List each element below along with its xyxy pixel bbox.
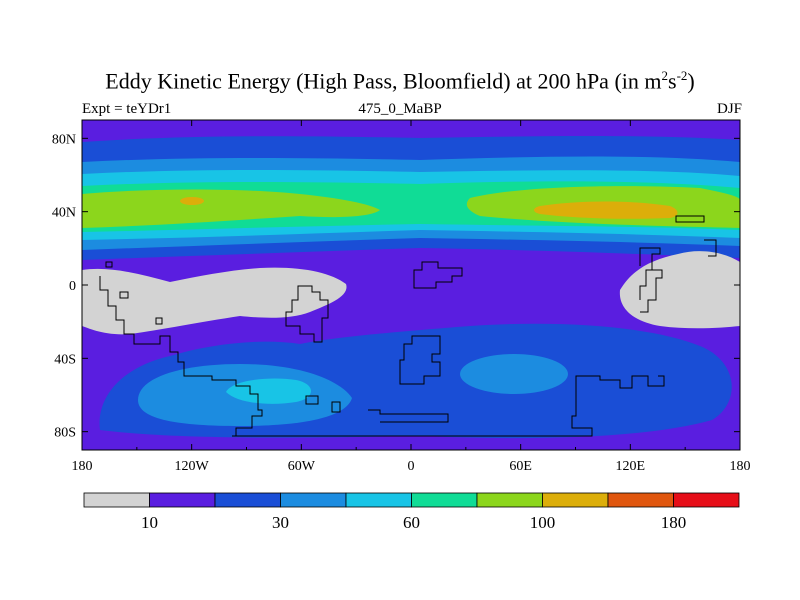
y-tick-label: 80S [54,426,76,441]
coastline-antarctic-peninsula [368,409,449,423]
x-tick-label: 60E [509,459,532,474]
x-tick-label: 180 [72,459,93,474]
colorbar-swatch [673,492,740,508]
colorbar-swatch [214,492,281,508]
colorbar-swatch [476,492,543,508]
coastline-americas [99,276,263,436]
colorbar-swatch [542,492,609,508]
colorbar-label: 10 [141,513,158,532]
experiment-label: Expt = teYDr1 [82,101,172,117]
x-tick-label: 0 [408,459,415,474]
coastline-island-1 [105,261,113,268]
x-tick-label: 120E [616,459,646,474]
colorbar-swatch [149,492,216,508]
contour-band-30-45-south-east [460,354,568,394]
contour-band-100-140-west [180,197,204,205]
colorbar-swatch [411,492,478,508]
x-tick-label: 120W [175,459,210,474]
y-axis: 80N 40N 0 40S 80S [52,132,740,441]
y-tick-label: 40N [52,206,76,221]
coastline-australia [580,375,665,389]
coastline-island-3 [155,317,163,325]
x-tick-label: 180 [730,459,751,474]
coastline-arabia-madagascar [399,335,441,385]
y-tick-label: 80N [52,132,76,147]
coastline-outlines [99,215,717,437]
y-tick-label: 0 [69,279,76,294]
contour-band-45-60-south [226,378,311,404]
colorbar-swatch [83,492,150,508]
chart-subtitle: 475_0_MaBP [358,101,442,117]
coastline-pacific-isles [640,269,663,313]
coastline-maritime [639,247,661,300]
x-axis: 180 120W 60W 0 60E 120E 180 [72,120,751,474]
chart-title: Eddy Kinetic Energy (High Pass, Bloomfie… [105,68,695,94]
season-label: DJF [716,101,742,117]
colorbar-swatch [280,492,347,508]
colorbar-label: 60 [403,513,420,532]
coastline-japan [675,215,705,223]
colorbar-label: 30 [272,513,289,532]
contour-band-100-140-east [534,201,678,219]
coastline-island-2 [119,291,129,299]
coastline-island-4 [331,401,341,413]
colorbar-label: 180 [661,513,687,532]
coastline-island-5 [305,395,319,405]
colorbar-swatch [345,492,412,508]
coastline-africa [285,285,329,343]
contour-band-80-100-west [82,189,380,228]
contour-field [82,120,740,450]
colorbar-label: 100 [530,513,556,532]
coastline-antarctica-east [232,375,593,437]
colorbar-swatch [607,492,674,508]
x-tick-label: 60W [288,459,316,474]
y-tick-label: 40S [54,352,76,367]
colorbar: 10 30 60 100 180 [83,492,740,532]
coastline-india [413,261,463,289]
coastline-new-guinea [704,239,717,257]
contour-band-below-10-west [82,267,347,335]
